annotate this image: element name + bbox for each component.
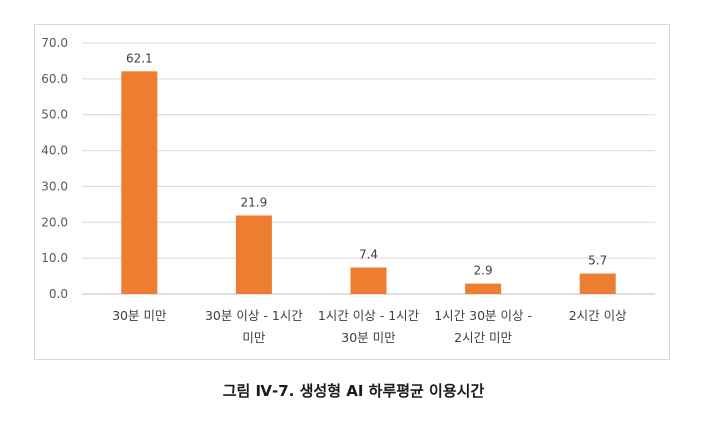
bar: [465, 283, 502, 294]
x-tick-label: 1시간 이상 - 1시간 30분 미만: [309, 305, 429, 349]
data-label: 62.1: [126, 51, 153, 65]
bar: [235, 215, 272, 294]
data-label: 5.7: [588, 254, 607, 268]
y-tick-label: 10.0: [41, 251, 68, 265]
y-tick-label: 20.0: [41, 215, 68, 229]
x-tick-label: 1시간 30분 이상 - 2시간 미만: [423, 305, 543, 349]
y-tick-label: 50.0: [41, 108, 68, 122]
y-tick-label: 60.0: [41, 72, 68, 86]
x-tick-label: 30분 미만: [79, 305, 199, 327]
x-tick-label-line: 30분 미만: [112, 308, 167, 323]
x-tick-label-line: 2시간 미만: [454, 330, 513, 345]
x-tick-label-line: 2시간 이상: [568, 308, 627, 323]
bar: [121, 71, 158, 294]
x-tick-label-line: 30분 미만: [341, 330, 396, 345]
y-tick-label: 30.0: [41, 179, 68, 193]
figure-caption: 그림 Ⅳ-7. 생성형 AI 하루평균 이용시간: [222, 382, 485, 400]
x-tick-label-line: 1시간 이상 - 1시간: [317, 308, 420, 323]
bar: [350, 267, 387, 294]
data-label: 21.9: [241, 195, 268, 209]
bar: [579, 273, 616, 294]
data-label: 7.4: [359, 247, 378, 261]
data-label: 2.9: [474, 264, 493, 278]
x-tick-label-line: 미만: [242, 330, 266, 345]
y-tick-label: 0.0: [49, 287, 68, 301]
x-tick-label-line: 1시간 30분 이상 -: [434, 308, 532, 323]
x-tick-label: 2시간 이상: [538, 305, 658, 327]
y-tick-label: 70.0: [41, 36, 68, 50]
y-tick-label: 40.0: [41, 144, 68, 158]
x-tick-label-line: 30분 이상 - 1시간: [204, 308, 303, 323]
